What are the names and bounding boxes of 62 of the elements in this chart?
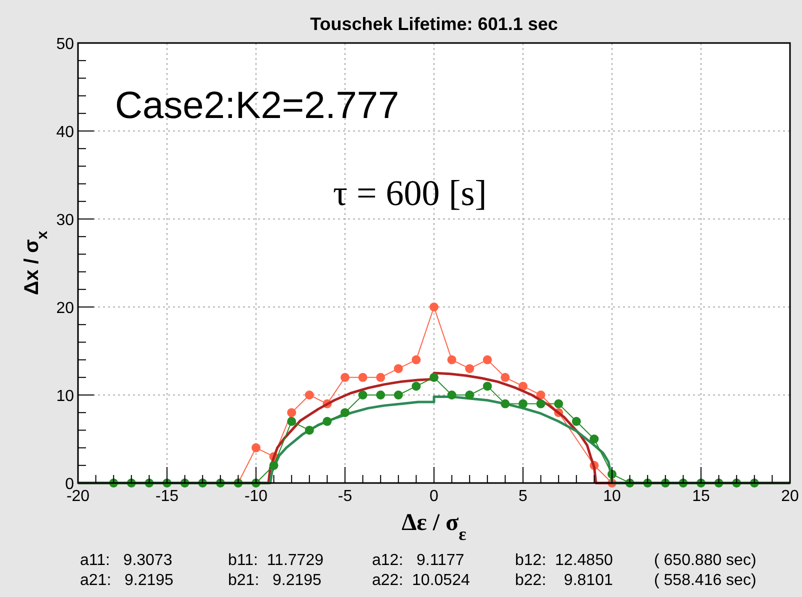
point: [465, 364, 474, 374]
point: [252, 443, 260, 452]
point: [430, 302, 438, 312]
y-tick-label: 20: [56, 300, 74, 317]
point: [376, 390, 386, 400]
point: [412, 382, 421, 391]
point: [358, 390, 368, 400]
point: [430, 372, 438, 382]
chart-title: Touschek Lifetime: 601.1 sec: [310, 14, 558, 34]
annotation: τ = 600 [s]: [333, 173, 487, 213]
point: [554, 399, 564, 408]
text: a12: 9.1177: [372, 552, 464, 569]
point: [518, 382, 528, 391]
text: b12: 12.4850: [515, 552, 613, 569]
point: [447, 390, 456, 400]
point: [572, 416, 581, 426]
point: [340, 372, 350, 382]
point: [394, 364, 403, 374]
x-tick-label: 15: [692, 488, 710, 505]
point: [358, 372, 368, 382]
point: [500, 372, 510, 382]
y-tick-label: 50: [56, 36, 74, 53]
point: [590, 434, 599, 444]
point: [394, 390, 403, 400]
point: [376, 372, 386, 382]
point: [518, 399, 528, 408]
x-axis-title: Δε / σ$_{ε}$: [402, 510, 467, 544]
point: [304, 390, 314, 400]
point: [536, 399, 546, 408]
point: [482, 355, 492, 364]
point: [536, 390, 546, 400]
point: [287, 408, 296, 418]
text: b22: 9.8101: [515, 572, 613, 589]
point: [322, 416, 332, 426]
y-tick-label: 40: [56, 124, 74, 141]
point: [412, 355, 421, 364]
x-tick-label: -20: [66, 488, 90, 505]
text: b11: 11.7729: [228, 552, 324, 569]
text: b21: 9.2195: [228, 572, 322, 589]
text: ( 558.416 sec): [654, 572, 756, 589]
point: [500, 399, 510, 408]
x-tick-label: 5: [518, 488, 528, 505]
point: [447, 355, 456, 364]
x-tick-label: 10: [603, 488, 621, 505]
text: a21: 9.2195: [80, 572, 174, 589]
point: [340, 408, 350, 418]
text: ( 650.880 sec): [654, 552, 756, 569]
annotation: Case2:K2=2.777: [115, 85, 400, 127]
point: [465, 390, 474, 400]
point: [304, 426, 314, 435]
point: [269, 460, 278, 470]
x-tick-label: -15: [155, 488, 179, 505]
point: [482, 382, 492, 391]
y-tick-label: 30: [56, 212, 74, 229]
text: a22: 10.0524: [372, 572, 470, 589]
point: [287, 416, 296, 426]
text: a11: 9.3073: [80, 552, 172, 569]
x-tick-label: -10: [244, 488, 268, 505]
x-tick-label: -5: [338, 488, 352, 505]
y-tick-label: 10: [56, 388, 74, 405]
x-tick-label: 0: [430, 488, 439, 505]
x-tick-label: 20: [781, 488, 799, 505]
